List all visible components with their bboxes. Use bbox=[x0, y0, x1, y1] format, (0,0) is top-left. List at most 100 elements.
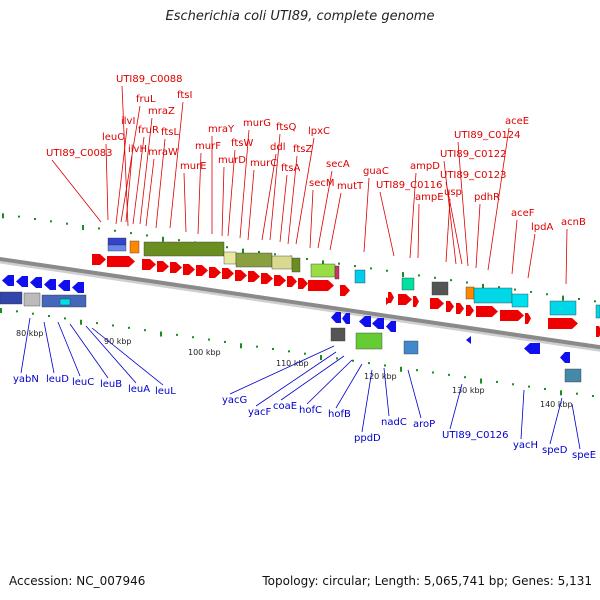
label-leader bbox=[155, 138, 166, 229]
label-leader bbox=[549, 397, 563, 445]
label-leader bbox=[317, 170, 333, 249]
gene-label: UTI89_C0122 bbox=[440, 149, 507, 160]
tick-dot-lower bbox=[176, 333, 178, 336]
tick-dot-lower bbox=[480, 378, 482, 384]
gene-label: UTI89_C0124 bbox=[454, 130, 521, 141]
forward-gene-arrow bbox=[548, 318, 578, 329]
feature-block bbox=[354, 269, 366, 284]
tick-dot-lower bbox=[464, 376, 466, 379]
tick-dot-lower bbox=[48, 315, 50, 318]
feature-block bbox=[107, 244, 127, 252]
gene-label: leuC bbox=[72, 377, 94, 388]
forward-gene-arrow bbox=[183, 264, 195, 275]
tick-dot-lower bbox=[336, 357, 338, 360]
feature-block bbox=[271, 255, 293, 270]
forward-gene-arrow bbox=[248, 271, 260, 282]
gene-label: UTI89_C0088 bbox=[116, 74, 183, 85]
gene-label: mraY bbox=[208, 124, 235, 135]
gene-label: pdhR bbox=[474, 192, 500, 203]
label-leader bbox=[417, 203, 420, 259]
label-leader bbox=[183, 172, 187, 233]
gene-label: yacF bbox=[248, 407, 272, 418]
feature-block bbox=[473, 287, 513, 304]
label-leader-layer bbox=[20, 85, 581, 450]
tick-dot-lower bbox=[592, 395, 594, 398]
label-leader bbox=[121, 85, 129, 227]
gene-label: ampD bbox=[410, 161, 440, 172]
gene-label: nadC bbox=[381, 417, 407, 428]
tick-dot-upper bbox=[98, 227, 100, 230]
label-leader bbox=[91, 327, 164, 386]
forward-gene-arrow bbox=[308, 280, 334, 291]
label-leader bbox=[487, 127, 510, 271]
tick-label: 90 kbp bbox=[104, 337, 132, 346]
gene-label: usp bbox=[444, 187, 462, 198]
tick-dot-lower bbox=[208, 338, 210, 341]
gene-label: murD bbox=[218, 155, 246, 166]
tick-label: 140 kbp bbox=[540, 400, 573, 409]
tick-dot-lower bbox=[64, 317, 66, 320]
label-leader bbox=[197, 152, 202, 235]
tick-dot-lower bbox=[400, 366, 402, 372]
tick-label: 130 kbp bbox=[452, 386, 485, 395]
forward-gene-arrow bbox=[413, 296, 419, 307]
forward-gene-arrow bbox=[525, 313, 531, 324]
label-leader bbox=[139, 117, 153, 225]
label-leader bbox=[85, 325, 137, 384]
gene-label: aroP bbox=[413, 419, 435, 430]
gene-label: mraW bbox=[148, 147, 178, 158]
label-leader bbox=[269, 133, 281, 241]
label-leader bbox=[115, 127, 128, 225]
label-leader bbox=[255, 351, 337, 407]
gene-label: ftsA bbox=[281, 163, 300, 174]
gene-label: hofB bbox=[328, 409, 351, 420]
label-leader bbox=[565, 228, 568, 285]
tick-dot-upper bbox=[66, 222, 68, 225]
reverse-gene-arrow bbox=[342, 313, 350, 324]
label-leader bbox=[132, 136, 145, 225]
backbone-layer bbox=[0, 256, 600, 352]
tick-dot-lower bbox=[0, 308, 2, 313]
tick-dot-upper bbox=[258, 250, 260, 253]
forward-gene-arrow bbox=[340, 285, 350, 296]
label-leader bbox=[363, 177, 370, 253]
tick-dot-upper bbox=[242, 248, 244, 254]
label-leader bbox=[280, 355, 345, 401]
forward-gene-arrow bbox=[261, 273, 273, 284]
reverse-gene-arrow bbox=[30, 277, 42, 288]
gene-label: guaC bbox=[363, 166, 389, 177]
tick-dot-upper bbox=[322, 260, 324, 266]
forward-gene-arrow bbox=[596, 326, 600, 337]
forward-gene-arrow bbox=[235, 270, 247, 281]
tick-dot-lower bbox=[128, 326, 130, 329]
feature-block bbox=[143, 241, 225, 257]
tick-dot-lower bbox=[416, 369, 418, 372]
forward-gene-arrow bbox=[466, 305, 474, 316]
gene-label: leuA bbox=[128, 384, 150, 395]
gene-label: UTI89_C0126 bbox=[442, 430, 509, 441]
label-leader bbox=[51, 159, 102, 223]
topology-text: Topology: circular; Length: 5,065,741 bp… bbox=[262, 574, 592, 588]
label-leader bbox=[457, 141, 469, 267]
gene-label: speD bbox=[542, 445, 568, 456]
label-leader bbox=[229, 345, 335, 395]
tick-dot-lower bbox=[304, 352, 306, 355]
tick-dot-upper bbox=[2, 213, 4, 219]
forward-gene-arrow bbox=[430, 298, 444, 309]
tick-dot-upper bbox=[530, 290, 532, 293]
tick-dot-upper bbox=[114, 229, 116, 232]
tick-dot-upper bbox=[386, 269, 388, 272]
tick-dot-upper bbox=[130, 232, 132, 235]
gene-label: leuB bbox=[100, 379, 122, 390]
tick-dot-lower bbox=[80, 319, 82, 325]
tick-layer: 80 kbp 90 kbp 100 kbp 110 kbp 120 kbp 130 kbp… bbox=[0, 213, 596, 409]
gene-label: lpxC bbox=[308, 126, 330, 137]
label-leader bbox=[57, 321, 81, 377]
gene-label: fruL bbox=[136, 94, 156, 105]
forward-gene-arrow bbox=[456, 303, 464, 314]
gene-label: ilvI bbox=[121, 116, 135, 127]
tick-dot-upper bbox=[482, 283, 484, 289]
tick-dot-lower bbox=[32, 312, 34, 315]
feature-block bbox=[355, 332, 383, 350]
